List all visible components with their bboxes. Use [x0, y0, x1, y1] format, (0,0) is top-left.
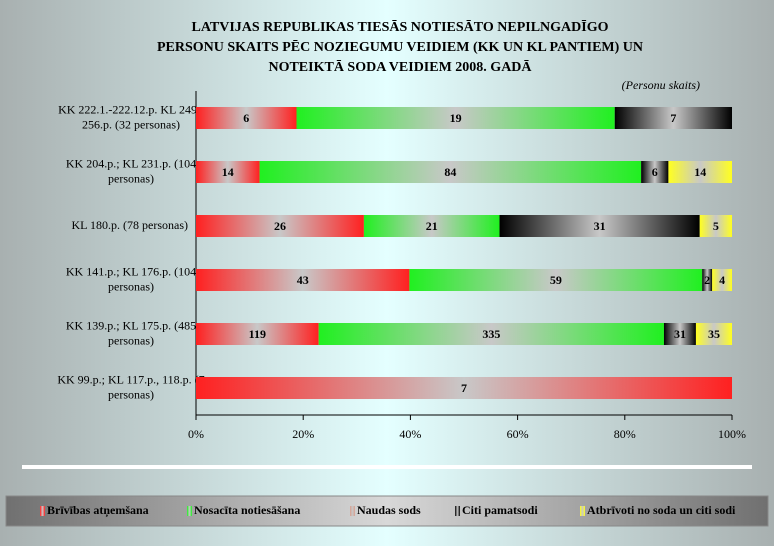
legend-label: Nosacīta notiesāšana: [194, 503, 300, 517]
bar-segment: [363, 215, 500, 237]
bar-segment: [196, 269, 410, 291]
data-label: 6: [652, 165, 658, 179]
chart-title: NOTEIKTĀ SODA VEIDIEM 2008. GADĀ: [268, 59, 532, 75]
legend-swatch: [187, 506, 192, 516]
y-tick-label: KK 222.1.-222.12.p. KL 249.-256.p. (32 p…: [58, 102, 204, 131]
bar-segment: [196, 377, 732, 399]
data-label: 31: [594, 219, 606, 233]
data-label: 5: [713, 219, 719, 233]
x-tick-label: 100%: [718, 427, 746, 441]
legend-label: Brīvības atņemšana: [47, 503, 149, 518]
bar-segment: [196, 161, 260, 183]
data-label: 26: [274, 219, 286, 233]
data-label: 21: [426, 219, 438, 233]
chart-title: LATVIJAS REPUBLIKAS TIESĀS NOTIESĀTO NEP…: [191, 19, 608, 35]
bar-segment: [499, 215, 700, 237]
bar-segment: [318, 323, 664, 345]
data-label: 119: [249, 327, 266, 341]
x-tick-label: 20%: [292, 427, 314, 441]
bar-segment: [712, 269, 732, 291]
y-tick-label: KK 99.p.; KL 117.p., 118.p. (7 personas): [57, 372, 204, 401]
x-tick-label: 60%: [507, 427, 529, 441]
data-label: 335: [482, 327, 500, 341]
bar-segment: [409, 269, 703, 291]
data-label: 35: [708, 327, 720, 341]
bar-segment: [663, 323, 696, 345]
y-tick-label: KK 139.p.; KL 175.p. (485 personas): [66, 318, 196, 347]
data-label: 7: [461, 381, 467, 395]
data-label: 43: [297, 273, 309, 287]
x-tick-label: 0%: [188, 427, 204, 441]
bar-segment: [196, 107, 297, 129]
bar-segment: [641, 161, 669, 183]
y-tick-label: KK 204.p.; KL 231.p. (104 personas): [66, 156, 196, 185]
y-tick-label: KK 141.p.; KL 176.p. (104 personas): [66, 264, 196, 293]
bar-segment: [699, 215, 732, 237]
bar-segment: [614, 107, 732, 129]
data-label: 14: [694, 165, 706, 179]
legend-box: [5, 495, 769, 527]
bar-segment: [668, 161, 732, 183]
legend-swatch: [350, 506, 355, 516]
legend-swatch: [580, 506, 585, 516]
x-tick-label: 40%: [399, 427, 421, 441]
data-label: 19: [450, 111, 462, 125]
bar-segment: [259, 161, 642, 183]
data-label: 84: [444, 165, 456, 179]
legend-label: Naudas sods: [357, 503, 421, 517]
data-label: 2: [704, 273, 710, 287]
chart-title: PERSONU SKAITS PĒC NOZIEGUMU VEIDIEM (KK…: [157, 39, 643, 55]
bar-segment: [196, 215, 364, 237]
data-label: 7: [670, 111, 676, 125]
legend-swatch: [40, 506, 45, 516]
data-label: 4: [719, 273, 725, 287]
bar-segment: [702, 269, 713, 291]
y-tick-label: KL 180.p. (78 personas): [71, 218, 188, 232]
legend-swatch: [455, 506, 460, 516]
bar-segment: [296, 107, 615, 129]
x-tick-label: 80%: [614, 427, 636, 441]
data-label: 6: [243, 111, 249, 125]
data-label: 31: [674, 327, 686, 341]
legend-label: Atbrīvoti no soda un citi sodi: [587, 503, 736, 517]
bar-segment: [695, 323, 732, 345]
bar-segment: [196, 323, 319, 345]
data-label: 59: [550, 273, 562, 287]
data-label: 14: [222, 165, 234, 179]
subtitle: (Personu skaits): [622, 78, 700, 92]
legend-label: Citi pamatsodi: [462, 503, 538, 517]
